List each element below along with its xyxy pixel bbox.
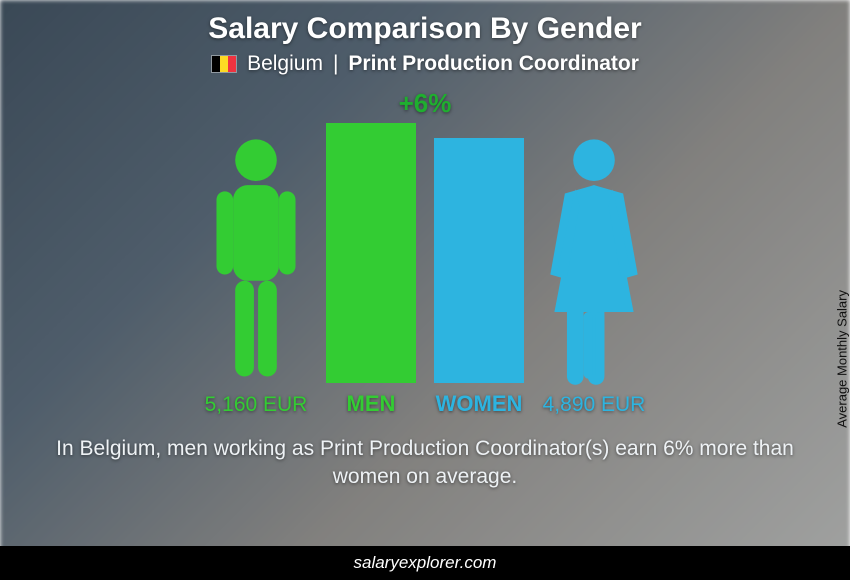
men-salary: 5,160 EUR <box>205 393 308 417</box>
job-label: Print Production Coordinator <box>348 52 638 76</box>
percent-difference: +6% <box>399 88 452 119</box>
infographic: Salary Comparison By Gender Belgium | Pr… <box>0 0 850 580</box>
men-label: MEN <box>347 391 396 417</box>
men-bar-col: MEN <box>326 123 416 417</box>
chart: 5,160 EUR MEN WOMEN 4,890 EUR <box>204 123 646 417</box>
women-figure: 4,890 EUR <box>542 135 646 417</box>
women-bar <box>434 138 524 383</box>
footer-source: salaryexplorer.com <box>0 546 850 580</box>
description: In Belgium, men working as Print Product… <box>55 435 795 492</box>
belgium-flag-icon <box>211 55 237 73</box>
page-title: Salary Comparison By Gender <box>208 12 641 46</box>
separator: | <box>333 52 338 76</box>
woman-icon <box>542 135 646 385</box>
country-label: Belgium <box>247 52 323 76</box>
men-bar <box>326 123 416 383</box>
women-salary: 4,890 EUR <box>543 393 646 417</box>
men-figure: 5,160 EUR <box>204 135 308 417</box>
man-icon <box>204 135 308 385</box>
subtitle: Belgium | Print Production Coordinator <box>211 52 639 76</box>
women-label: WOMEN <box>436 391 523 417</box>
y-axis-label: Average Monthly Salary <box>835 290 850 428</box>
women-bar-col: WOMEN <box>434 138 524 417</box>
